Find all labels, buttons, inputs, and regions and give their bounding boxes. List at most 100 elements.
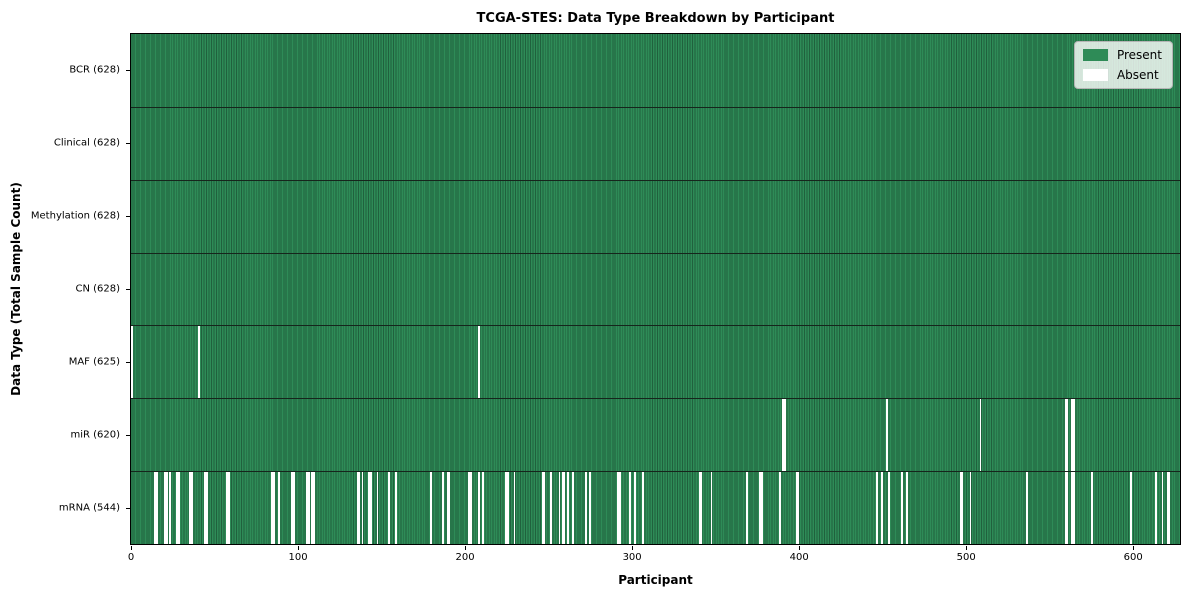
absent-stripe — [759, 472, 761, 544]
absent-stripe — [1066, 399, 1069, 472]
absent-stripe — [1066, 472, 1069, 544]
absent-stripe — [1026, 472, 1029, 544]
absent-stripe — [628, 472, 631, 544]
absent-stripe — [368, 472, 371, 544]
absent-stripe — [541, 472, 544, 544]
absent-stripe — [313, 472, 315, 544]
x-tick-mark — [966, 546, 968, 550]
absent-stripe — [271, 472, 274, 544]
absent-stripe — [782, 399, 785, 472]
absent-stripe — [1091, 472, 1094, 544]
absent-stripe — [358, 472, 360, 544]
absent-stripe — [901, 472, 903, 544]
absent-stripe — [394, 472, 397, 544]
absent-stripe — [293, 472, 295, 544]
x-axis: 0 100 200 300 400 500 600 — [128, 545, 1181, 575]
y-tick-mark — [126, 216, 130, 218]
legend-label-absent: Absent — [1116, 68, 1159, 82]
plot-area: Present Absent — [130, 33, 1181, 545]
absent-stripe — [1071, 399, 1074, 472]
absent-stripe — [745, 472, 748, 544]
absent-stripe — [875, 472, 878, 544]
absent-stripe — [506, 472, 509, 544]
absent-stripe — [177, 472, 180, 544]
present-swatch — [1082, 49, 1108, 61]
absent-stripe — [189, 472, 192, 544]
y-tick-label: Methylation (628) — [30, 210, 120, 222]
absent-stripe — [272, 472, 275, 544]
absent-stripe — [356, 472, 359, 544]
absent-stripe — [571, 472, 574, 544]
absent-stripe — [206, 472, 208, 544]
x-tick-label: 200 — [455, 552, 475, 563]
absent-stripe — [1071, 472, 1074, 544]
absent-stripe — [513, 472, 516, 544]
absent-stripe — [618, 472, 621, 544]
x-tick-label: 100 — [288, 552, 308, 563]
absent-stripe — [388, 472, 391, 544]
y-tick-mark — [126, 434, 130, 436]
y-tick-mark — [126, 289, 130, 290]
absent-stripe — [197, 326, 200, 399]
absent-stripe — [784, 399, 786, 472]
x-tick-mark — [632, 546, 634, 550]
absent-stripe — [1154, 472, 1157, 544]
absent-stripe — [558, 472, 561, 544]
heatmap-row-miR — [131, 398, 1180, 472]
absent-stripe — [131, 326, 133, 399]
heatmap-row-MAF — [131, 325, 1180, 399]
absent-stripe — [588, 472, 591, 544]
absent-stripe — [306, 472, 309, 544]
absent-stripe — [795, 472, 798, 544]
heatmap-row-Methylation — [131, 179, 1180, 253]
legend-label-present: Present — [1116, 48, 1162, 62]
absent-stripe — [156, 472, 158, 544]
absent-stripe — [446, 472, 449, 544]
y-tick-label: mRNA (544) — [58, 502, 120, 514]
y-tick-label: MAF (625) — [68, 356, 120, 368]
absent-stripe — [779, 472, 781, 544]
heatmap-row-mRNA — [131, 471, 1180, 544]
chart-title: TCGA-STES: Data Type Breakdown by Partic… — [476, 11, 835, 26]
absent-stripe — [1129, 472, 1132, 544]
absent-stripe — [169, 472, 172, 544]
absent-stripe — [478, 472, 481, 544]
x-axis-label: Participant — [618, 573, 693, 587]
absent-stripe — [468, 472, 471, 544]
absent-stripe — [886, 399, 888, 472]
absent-swatch — [1082, 69, 1108, 81]
absent-stripe — [1064, 399, 1067, 472]
absent-stripe — [277, 472, 280, 544]
absent-stripe — [369, 472, 372, 544]
x-tick-mark — [1133, 546, 1135, 550]
x-tick-label: 600 — [1123, 552, 1143, 563]
absent-stripe — [164, 472, 167, 544]
y-tick-label: CN (628) — [75, 283, 120, 295]
legend-item-absent: Absent — [1082, 68, 1162, 82]
y-tick-mark — [126, 507, 130, 509]
y-tick-label: Clinical (628) — [53, 137, 120, 149]
y-tick-mark — [126, 361, 130, 363]
x-tick-label: 500 — [956, 552, 976, 563]
absent-stripe — [700, 472, 703, 544]
heatmap-row-Clinical — [131, 106, 1180, 180]
y-axis: BCR (628) Clinical (628) Methylation (628)… — [0, 33, 130, 545]
y-tick-label: BCR (628) — [69, 64, 120, 76]
absent-stripe — [361, 472, 364, 544]
absent-stripe — [979, 399, 982, 472]
absent-stripe — [561, 472, 564, 544]
absent-stripe — [441, 472, 444, 544]
absent-stripe — [1064, 472, 1067, 544]
absent-stripe — [585, 472, 588, 544]
absent-stripe — [470, 472, 472, 544]
legend-item-present: Present — [1082, 48, 1162, 62]
absent-stripe — [227, 472, 230, 544]
absent-stripe — [308, 472, 310, 544]
absent-stripe — [642, 472, 644, 544]
x-tick-label: 300 — [622, 552, 642, 563]
absent-stripe — [1161, 472, 1164, 544]
absent-stripe — [881, 472, 883, 544]
legend: Present Absent — [1073, 41, 1173, 89]
absent-stripe — [550, 472, 553, 544]
heatmap-row-CN — [131, 252, 1180, 326]
